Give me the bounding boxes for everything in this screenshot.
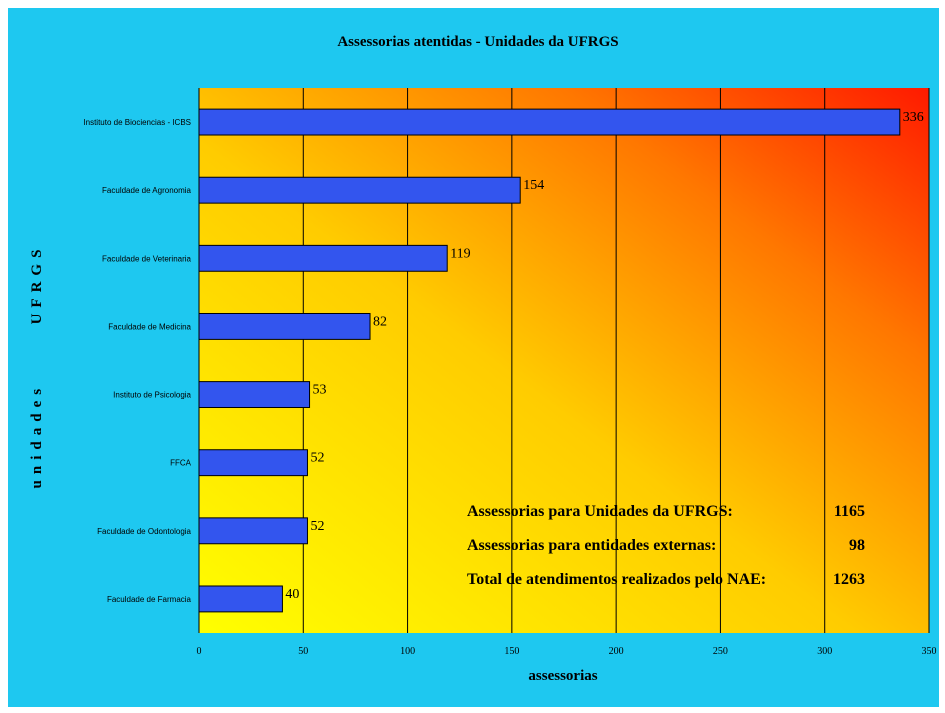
x-tick-label: 100 <box>400 646 415 657</box>
chart-title: Assessorias atentidas - Unidades da UFRG… <box>337 34 618 50</box>
summary-value-external: 98 <box>849 537 865 554</box>
data-label: 52 <box>310 451 324 466</box>
chart-frame: Assessorias atentidas - Unidades da UFRG… <box>8 8 939 707</box>
y-axis-label: unidades UFRGS <box>29 244 45 489</box>
data-label: 119 <box>450 246 470 261</box>
bar-chart: Assessorias atentidas - Unidades da UFRG… <box>29 34 937 684</box>
y-category-label: FFCA <box>170 459 192 468</box>
tick-labels: 0 50 100 150 200 250 300 350 <box>197 646 937 657</box>
bar <box>198 108 901 136</box>
x-tick-label: 350 <box>922 646 937 657</box>
summary-label-units: Assessorias para Unidades da UFRGS: <box>467 503 733 520</box>
bar <box>198 381 311 409</box>
bar <box>198 449 308 477</box>
x-axis-label: assessorias <box>528 668 597 684</box>
x-tick-label: 0 <box>197 646 202 657</box>
data-label: 53 <box>313 383 327 398</box>
x-tick-label: 300 <box>817 646 832 657</box>
data-label: 82 <box>373 314 387 329</box>
x-tick-label: 200 <box>609 646 624 657</box>
bar <box>198 517 308 545</box>
data-label: 154 <box>523 178 544 193</box>
y-category-label: Faculdade de Veterinaria <box>102 254 192 263</box>
y-category-label: Instituto de Biociencias - ICBS <box>83 118 191 127</box>
bar <box>198 585 283 613</box>
data-label: 40 <box>285 587 299 602</box>
category-labels: Instituto de Biociencias - ICBS Faculdade… <box>83 118 191 604</box>
bars <box>198 108 901 613</box>
x-tick-label: 250 <box>713 646 728 657</box>
summary-label-total: Total de atendimentos realizados pelo NA… <box>467 571 766 588</box>
y-category-label: Faculdade de Medicina <box>108 322 191 331</box>
data-label: 336 <box>903 110 924 125</box>
summary-value-units: 1165 <box>834 503 865 520</box>
x-tick-label: 50 <box>298 646 308 657</box>
data-labels: 336 154 119 82 53 52 52 40 <box>285 110 923 602</box>
y-category-label: Instituto de Psicologia <box>113 391 191 400</box>
y-category-label: Faculdade de Odontologia <box>97 527 191 536</box>
x-tick-label: 150 <box>504 646 519 657</box>
bar <box>198 312 371 340</box>
y-category-label: Faculdade de Agronomia <box>102 186 192 195</box>
y-category-label: Faculdade de Farmacia <box>107 595 192 604</box>
data-label: 52 <box>310 519 324 534</box>
summary-box: Assessorias para Unidades da UFRGS: 1165… <box>467 503 865 588</box>
bar <box>198 244 448 272</box>
summary-label-external: Assessorias para entidades externas: <box>467 537 716 554</box>
summary-value-total: 1263 <box>833 571 865 588</box>
bar <box>198 176 521 204</box>
